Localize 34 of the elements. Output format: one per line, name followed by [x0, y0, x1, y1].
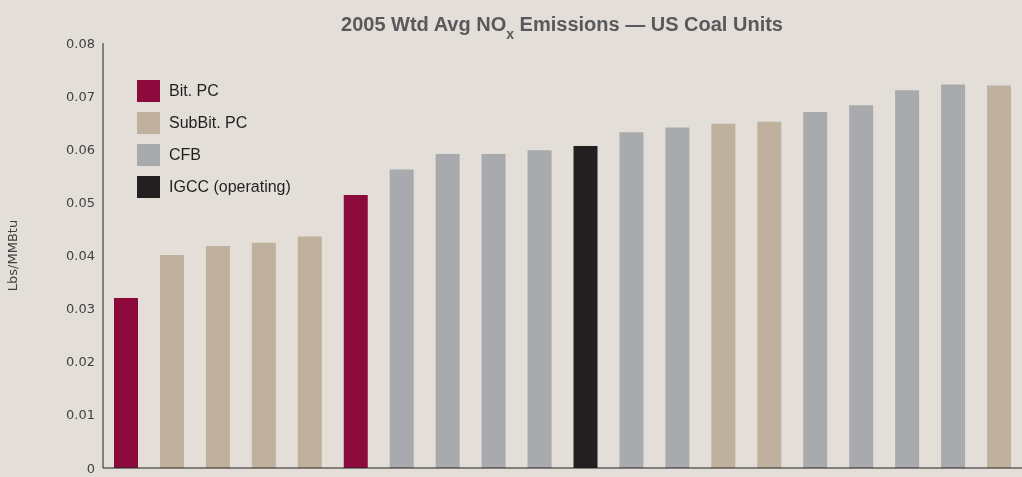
bar	[205, 245, 230, 468]
bar	[435, 154, 460, 468]
y-tick-label: 0.04	[66, 248, 95, 264]
bar	[987, 85, 1012, 468]
legend-label: IGCC (operating)	[169, 178, 291, 196]
y-tick-label: 0.06	[66, 141, 95, 157]
bar	[803, 112, 828, 468]
legend-label: SubBit. PC	[169, 114, 248, 132]
bar	[114, 298, 138, 468]
bar	[895, 90, 920, 468]
bar	[849, 105, 874, 468]
y-tick-label: 0.03	[66, 301, 95, 317]
legend-label: Bit. PC	[169, 82, 219, 100]
y-tick-label: 0.07	[66, 88, 95, 104]
y-tick-label: 0.08	[66, 35, 95, 51]
y-axis-title: Lbs/MMBtu	[4, 219, 20, 292]
bar	[941, 84, 966, 468]
y-tick-label: 0	[86, 460, 95, 476]
bar	[159, 254, 184, 468]
bar	[665, 127, 690, 468]
bar	[251, 242, 276, 468]
bar	[297, 236, 322, 468]
y-tick-label: 0.02	[66, 354, 95, 370]
bar	[527, 150, 552, 468]
bar	[481, 154, 506, 468]
bar	[619, 132, 644, 468]
bar	[757, 121, 782, 468]
legend-label: CFB	[169, 146, 201, 164]
bar	[343, 194, 368, 468]
y-tick-label: 0.05	[66, 194, 95, 210]
bar	[389, 169, 414, 468]
bar	[711, 123, 736, 468]
chart-title: 2005 Wtd Avg NO$_{x}$ Emissions — US Coal Units	[341, 13, 783, 42]
y-tick-label: 0.01	[66, 407, 95, 423]
